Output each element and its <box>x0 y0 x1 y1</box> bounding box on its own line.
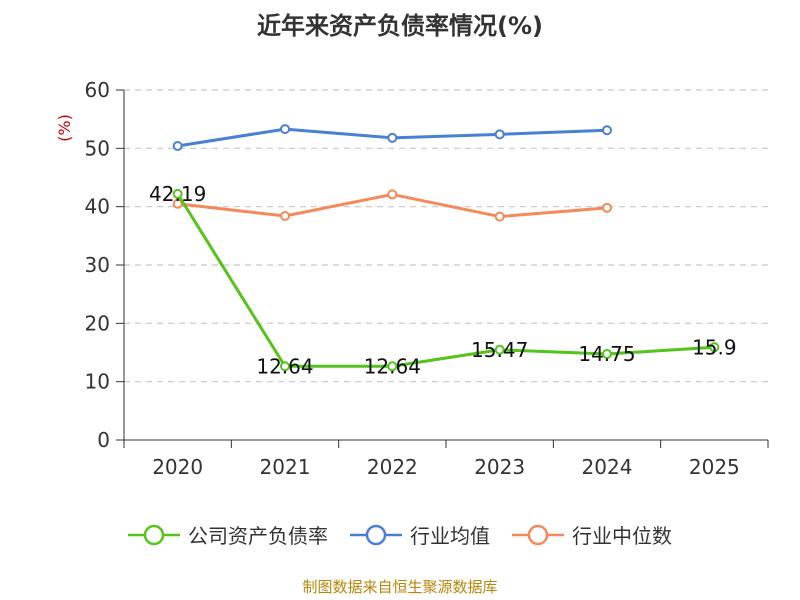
source-note: 制图数据来自恒生聚源数据库 <box>302 578 498 596</box>
legend-item[interactable]: 行业均值 <box>350 520 490 549</box>
grid-lines <box>124 89 768 383</box>
x-tick-label: 2023 <box>474 455 525 479</box>
data-label: 14.75 <box>578 342 635 366</box>
data-point <box>709 342 720 353</box>
x-tick-label: 2022 <box>367 455 418 479</box>
data-point <box>387 189 398 200</box>
series-line <box>176 193 715 368</box>
data-point <box>602 348 612 359</box>
legend-label: 行业中位数 <box>572 524 672 548</box>
legend-marker-icon <box>512 524 564 545</box>
data-point <box>602 202 612 213</box>
y-tick-label: 30 <box>85 253 110 277</box>
y-tick-label: 10 <box>85 370 110 394</box>
x-tick-label: 2021 <box>260 455 311 479</box>
legend-label: 行业均值 <box>410 524 490 548</box>
data-label: 42.19 <box>149 182 206 206</box>
data-point <box>280 211 290 221</box>
y-tick-label: 20 <box>85 311 110 335</box>
data-point <box>494 344 505 355</box>
legend-marker-icon <box>128 524 180 545</box>
x-tick-label: 2024 <box>582 455 633 479</box>
data-point <box>172 188 183 199</box>
x-tick-label: 2020 <box>152 455 203 479</box>
x-tick-label: 2025 <box>689 455 740 479</box>
legend-item[interactable]: 行业中位数 <box>512 520 672 549</box>
chart-title: 近年来资产负债率情况(%) <box>257 12 543 40</box>
y-axis-label: (%) <box>55 114 74 142</box>
data-point <box>387 132 398 143</box>
data-label: 15.47 <box>471 338 528 362</box>
data-point <box>494 129 505 140</box>
data-point <box>172 198 183 209</box>
data-point <box>280 124 290 135</box>
data-point <box>494 211 505 222</box>
data-point <box>280 361 290 372</box>
y-tick-label: 50 <box>85 136 110 160</box>
legend: 公司资产负债率 行业均值 行业中位数 <box>0 520 800 549</box>
legend-marker-icon <box>350 524 402 545</box>
y-tick-label: 60 <box>85 78 110 102</box>
legend-label: 公司资产负债率 <box>188 524 328 548</box>
series-lines <box>172 124 720 372</box>
data-point <box>172 141 183 151</box>
axes: 0 10 20 30 40 50 60 2020 2021 2022 2023 2024 2025 (%) <box>55 78 769 479</box>
data-point <box>387 361 398 372</box>
y-tick-label: 40 <box>85 195 110 219</box>
legend-item[interactable]: 公司资产负债率 <box>128 520 328 549</box>
data-labels: 42.19 12.64 12.64 15.47 14.75 15.9 <box>149 182 737 378</box>
data-label: 12.64 <box>256 354 313 378</box>
y-tick-label: 0 <box>97 428 110 452</box>
data-label: 15.9 <box>692 335 737 359</box>
data-label: 12.64 <box>364 354 421 378</box>
data-point <box>602 125 612 136</box>
